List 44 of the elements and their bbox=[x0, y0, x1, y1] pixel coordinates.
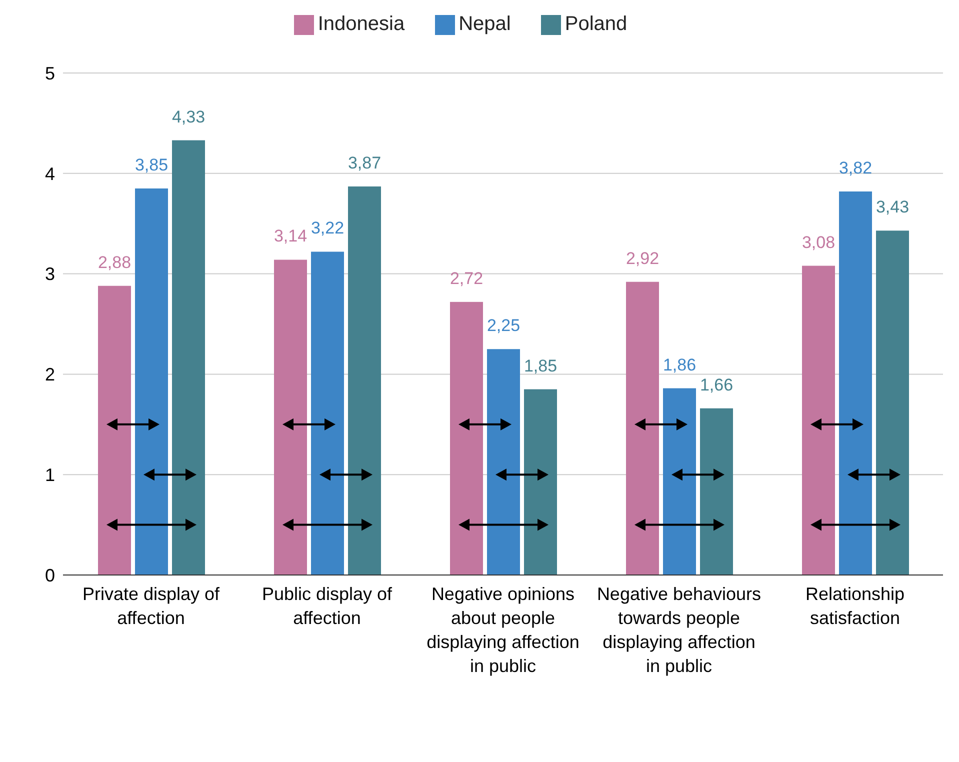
data-label: 2,25 bbox=[486, 316, 520, 336]
data-label: 3,87 bbox=[348, 153, 382, 172]
bar bbox=[135, 188, 168, 575]
data-label: 1,66 bbox=[700, 375, 734, 394]
y-tick-label: 2 bbox=[44, 364, 55, 385]
bar bbox=[311, 252, 344, 575]
x-tick-label: Negative opinions about people displaying affection in public bbox=[426, 584, 580, 676]
bar bbox=[348, 186, 381, 575]
bar bbox=[274, 260, 307, 575]
y-tick-label: 5 bbox=[44, 63, 55, 84]
bar bbox=[663, 388, 696, 575]
y-tick-label: 3 bbox=[44, 264, 55, 284]
data-label: 2,72 bbox=[450, 268, 484, 288]
bar bbox=[450, 302, 483, 575]
data-label: 4,33 bbox=[172, 107, 206, 126]
bar bbox=[172, 140, 205, 575]
data-label: 2,88 bbox=[98, 252, 132, 272]
bar bbox=[839, 191, 872, 575]
legend-label: Nepal bbox=[458, 13, 511, 35]
x-tick-label: Relationship satisfaction bbox=[805, 584, 905, 628]
legend-label: Poland bbox=[564, 13, 628, 35]
bar bbox=[98, 286, 131, 575]
data-label: 2,92 bbox=[626, 248, 660, 268]
legend-label: Indonesia bbox=[318, 13, 405, 35]
bar bbox=[802, 266, 835, 575]
bar bbox=[626, 282, 659, 575]
data-label: 3,08 bbox=[802, 232, 836, 252]
data-label: 1,85 bbox=[524, 356, 558, 376]
bar bbox=[524, 389, 557, 575]
data-label: 3,85 bbox=[134, 155, 168, 174]
data-label: 3,14 bbox=[274, 226, 308, 246]
x-tick-label: Negative behaviours towards people displaying affection in public bbox=[596, 584, 762, 676]
bar bbox=[487, 349, 520, 575]
bar bbox=[700, 408, 733, 575]
data-label: 3,43 bbox=[876, 198, 910, 217]
data-label: 1,86 bbox=[662, 355, 696, 374]
data-label: 3,82 bbox=[838, 158, 872, 178]
x-tick-label: Public display of affection bbox=[262, 584, 394, 628]
y-tick-label: 4 bbox=[44, 164, 55, 184]
bar bbox=[876, 230, 909, 575]
y-tick-label: 1 bbox=[44, 464, 55, 485]
x-tick-label: Private display of affection bbox=[82, 584, 221, 628]
data-label: 3,22 bbox=[310, 218, 344, 238]
y-tick-label: 0 bbox=[44, 565, 55, 586]
